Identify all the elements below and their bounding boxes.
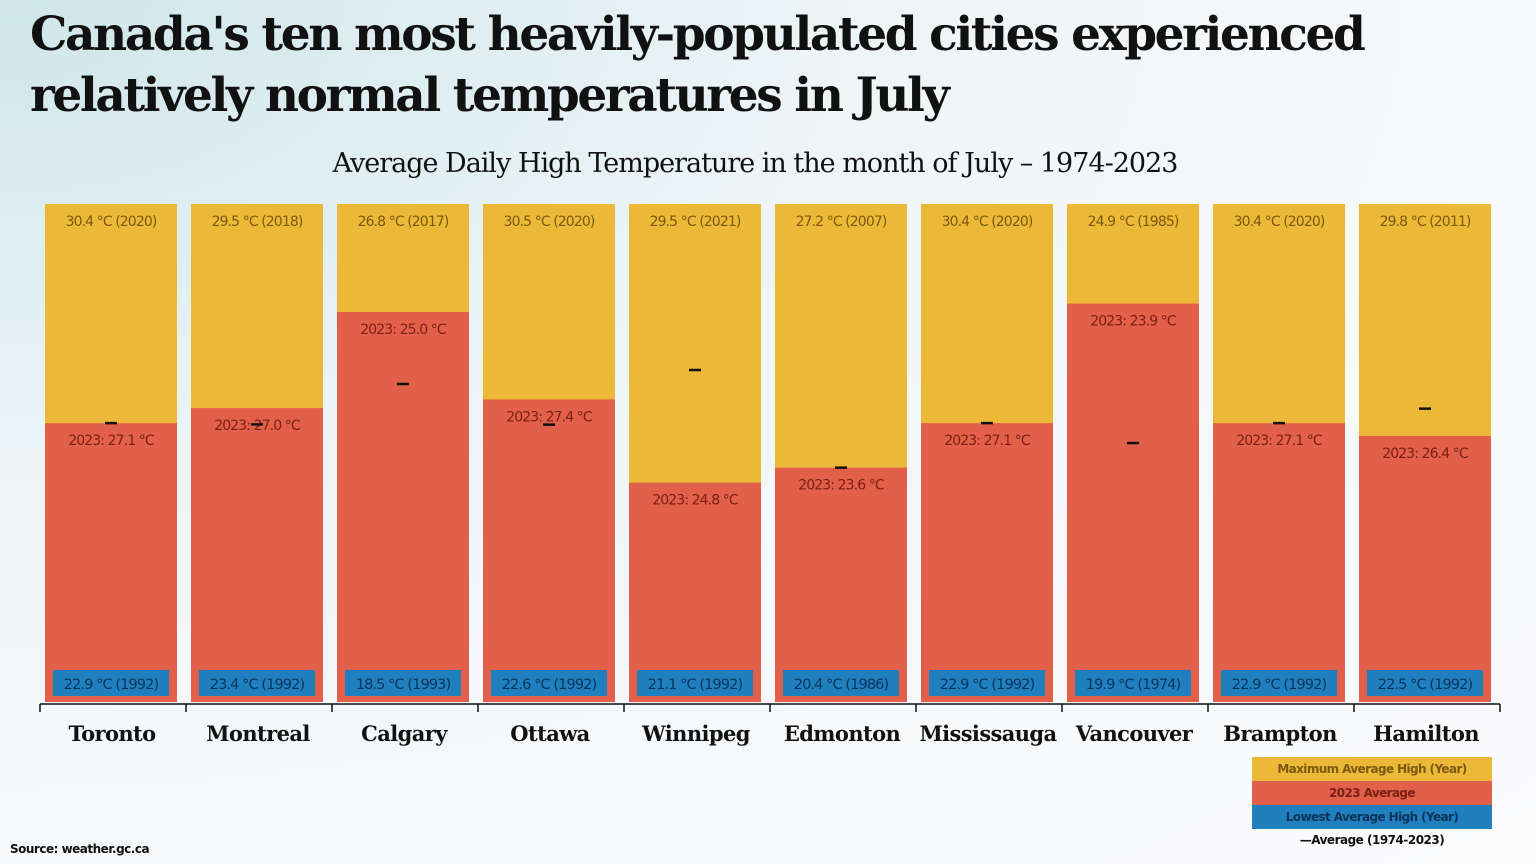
max-label-ottawa: 30.5 °C (2020) [504, 214, 595, 230]
bar-2023-calgary [337, 312, 469, 702]
legend-lowest: Lowest Average High (Year) [1252, 805, 1492, 829]
bar-2023-montreal [191, 408, 323, 702]
bar-2023-hamilton [1359, 435, 1491, 702]
low-label-edmonton: 20.4 °C (1986) [794, 677, 889, 693]
category-label-montreal: Montreal [206, 721, 310, 746]
label-2023-winnipeg: 2023: 24.8 °C [652, 493, 739, 509]
low-box-ottawa [491, 670, 607, 696]
source-note: Source: weather.gc.ca [10, 842, 150, 856]
low-label-calgary: 18.5 °C (1993) [356, 677, 451, 693]
headline: Canada's ten most heavily-populated citi… [30, 7, 1366, 123]
low-box-brampton [1221, 670, 1337, 696]
max-label-toronto: 30.4 °C (2020) [66, 214, 157, 230]
legend: Maximum Average High (Year) 2023 Average… [1252, 757, 1492, 847]
category-label-calgary: Calgary [361, 721, 448, 746]
low-box-winnipeg [637, 670, 753, 696]
bar-2023-vancouver [1067, 303, 1199, 702]
bar-2023-mississauga [921, 423, 1053, 702]
label-2023-calgary: 2023: 25.0 °C [360, 322, 447, 338]
max-label-calgary: 26.8 °C (2017) [358, 214, 449, 230]
max-label-montreal: 29.5 °C (2018) [212, 214, 303, 230]
legend-max: Maximum Average High (Year) [1252, 757, 1492, 781]
low-label-winnipeg: 21.1 °C (1992) [648, 677, 743, 693]
label-2023-vancouver: 2023: 23.9 °C [1090, 314, 1177, 330]
low-box-vancouver [1075, 670, 1191, 696]
category-label-toronto: Toronto [68, 721, 156, 746]
category-label-hamilton: Hamilton [1373, 721, 1479, 746]
legend-2023-average: 2023 Average [1252, 781, 1492, 805]
low-label-brampton: 22.9 °C (1992) [1232, 677, 1327, 693]
bar-2023-edmonton [775, 467, 907, 702]
category-label-ottawa: Ottawa [510, 721, 590, 746]
category-label-mississauga: Mississauga [919, 721, 1057, 746]
label-2023-ottawa: 2023: 27.4 °C [506, 409, 593, 425]
label-2023-edmonton: 2023: 23.6 °C [798, 478, 885, 494]
max-label-edmonton: 27.2 °C (2007) [796, 214, 887, 230]
label-2023-mississauga: 2023: 27.1 °C [944, 433, 1031, 449]
category-label-vancouver: Vancouver [1075, 721, 1194, 746]
label-2023-hamilton: 2023: 26.4 °C [1382, 446, 1469, 462]
bar-2023-ottawa [483, 399, 615, 702]
max-label-mississauga: 30.4 °C (2020) [942, 214, 1033, 230]
label-2023-montreal: 2023: 27.0 °C [214, 418, 301, 434]
category-label-brampton: Brampton [1223, 721, 1337, 746]
low-box-mississauga [929, 670, 1045, 696]
bar-2023-brampton [1213, 423, 1345, 702]
low-box-toronto [53, 670, 169, 696]
max-label-vancouver: 24.9 °C (1985) [1088, 214, 1179, 230]
max-label-winnipeg: 29.5 °C (2021) [650, 214, 741, 230]
category-label-winnipeg: Winnipeg [641, 721, 751, 746]
chart-title: Average Daily High Temperature in the mo… [332, 148, 1179, 179]
max-label-brampton: 30.4 °C (2020) [1234, 214, 1325, 230]
low-box-edmonton [783, 670, 899, 696]
category-label-edmonton: Edmonton [784, 721, 901, 746]
max-label-hamilton: 29.8 °C (2011) [1380, 214, 1471, 230]
bar-2023-toronto [45, 423, 177, 702]
low-box-hamilton [1367, 670, 1483, 696]
low-label-mississauga: 22.9 °C (1992) [940, 677, 1035, 693]
bar-2023-winnipeg [629, 482, 761, 702]
label-2023-toronto: 2023: 27.1 °C [68, 433, 155, 449]
low-label-ottawa: 22.6 °C (1992) [502, 677, 597, 693]
label-2023-brampton: 2023: 27.1 °C [1236, 433, 1323, 449]
legend-average: —Average (1974-2023) [1299, 833, 1445, 847]
low-label-vancouver: 19.9 °C (1974) [1086, 677, 1181, 693]
low-box-calgary [345, 670, 461, 696]
low-label-toronto: 22.9 °C (1992) [64, 677, 159, 693]
low-box-montreal [199, 670, 315, 696]
low-label-montreal: 23.4 °C (1992) [210, 677, 305, 693]
low-label-hamilton: 22.5 °C (1992) [1378, 677, 1473, 693]
